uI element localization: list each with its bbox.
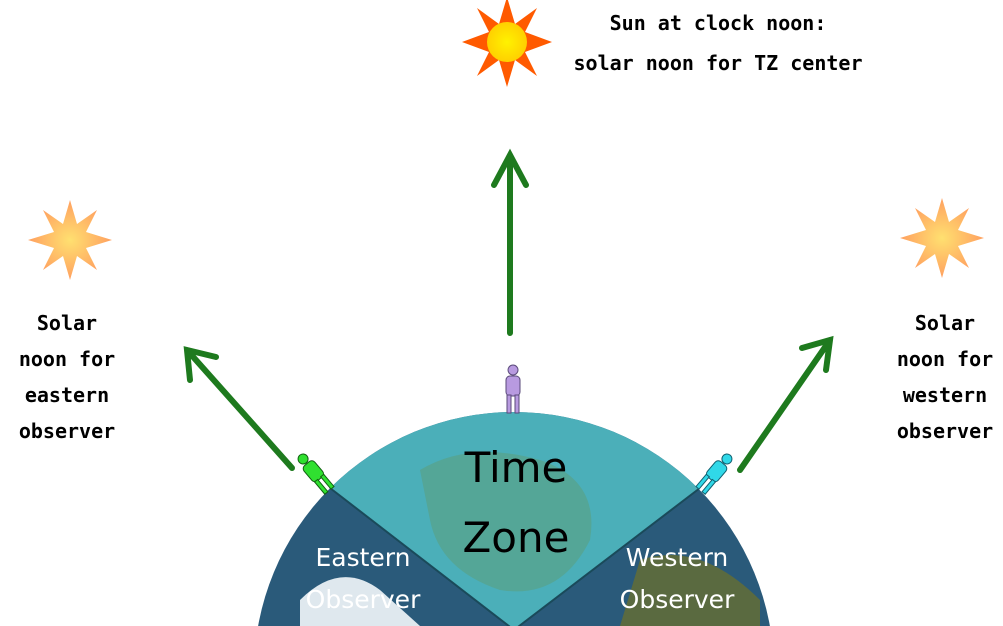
person [695, 453, 733, 495]
top-caption: Sun at clock noon: solar noon for TZ cen… [574, 11, 863, 75]
label-line: Observer [620, 585, 735, 614]
caption-line: western [903, 383, 987, 407]
sun [462, 0, 552, 87]
sun [28, 200, 112, 280]
arrow [737, 335, 834, 473]
arrow [183, 346, 295, 471]
label-line: Eastern [315, 543, 410, 572]
sun [900, 198, 984, 278]
person [297, 453, 335, 495]
caption-line: noon for [19, 347, 115, 371]
person [505, 364, 521, 414]
caption-line: observer [19, 419, 115, 443]
caption-line: eastern [25, 383, 109, 407]
caption-line: Sun at clock noon: [610, 11, 827, 35]
west-label: Western Observer [620, 543, 735, 614]
label-line: Zone [463, 513, 570, 562]
arrow [491, 148, 529, 336]
label-line: Observer [306, 585, 421, 614]
caption-line: observer [897, 419, 993, 443]
label-line: Time [464, 443, 568, 492]
east-caption: Solar noon for eastern observer [19, 311, 115, 443]
west-caption: Solar noon for western observer [897, 311, 993, 443]
caption-line: noon for [897, 347, 993, 371]
label-line: Western [626, 543, 729, 572]
zone-label: Time Zone [463, 443, 570, 562]
east-label: Eastern Observer [306, 543, 421, 614]
caption-line: Solar [37, 311, 97, 335]
caption-line: solar noon for TZ center [574, 51, 863, 75]
caption-line: Solar [915, 311, 975, 335]
